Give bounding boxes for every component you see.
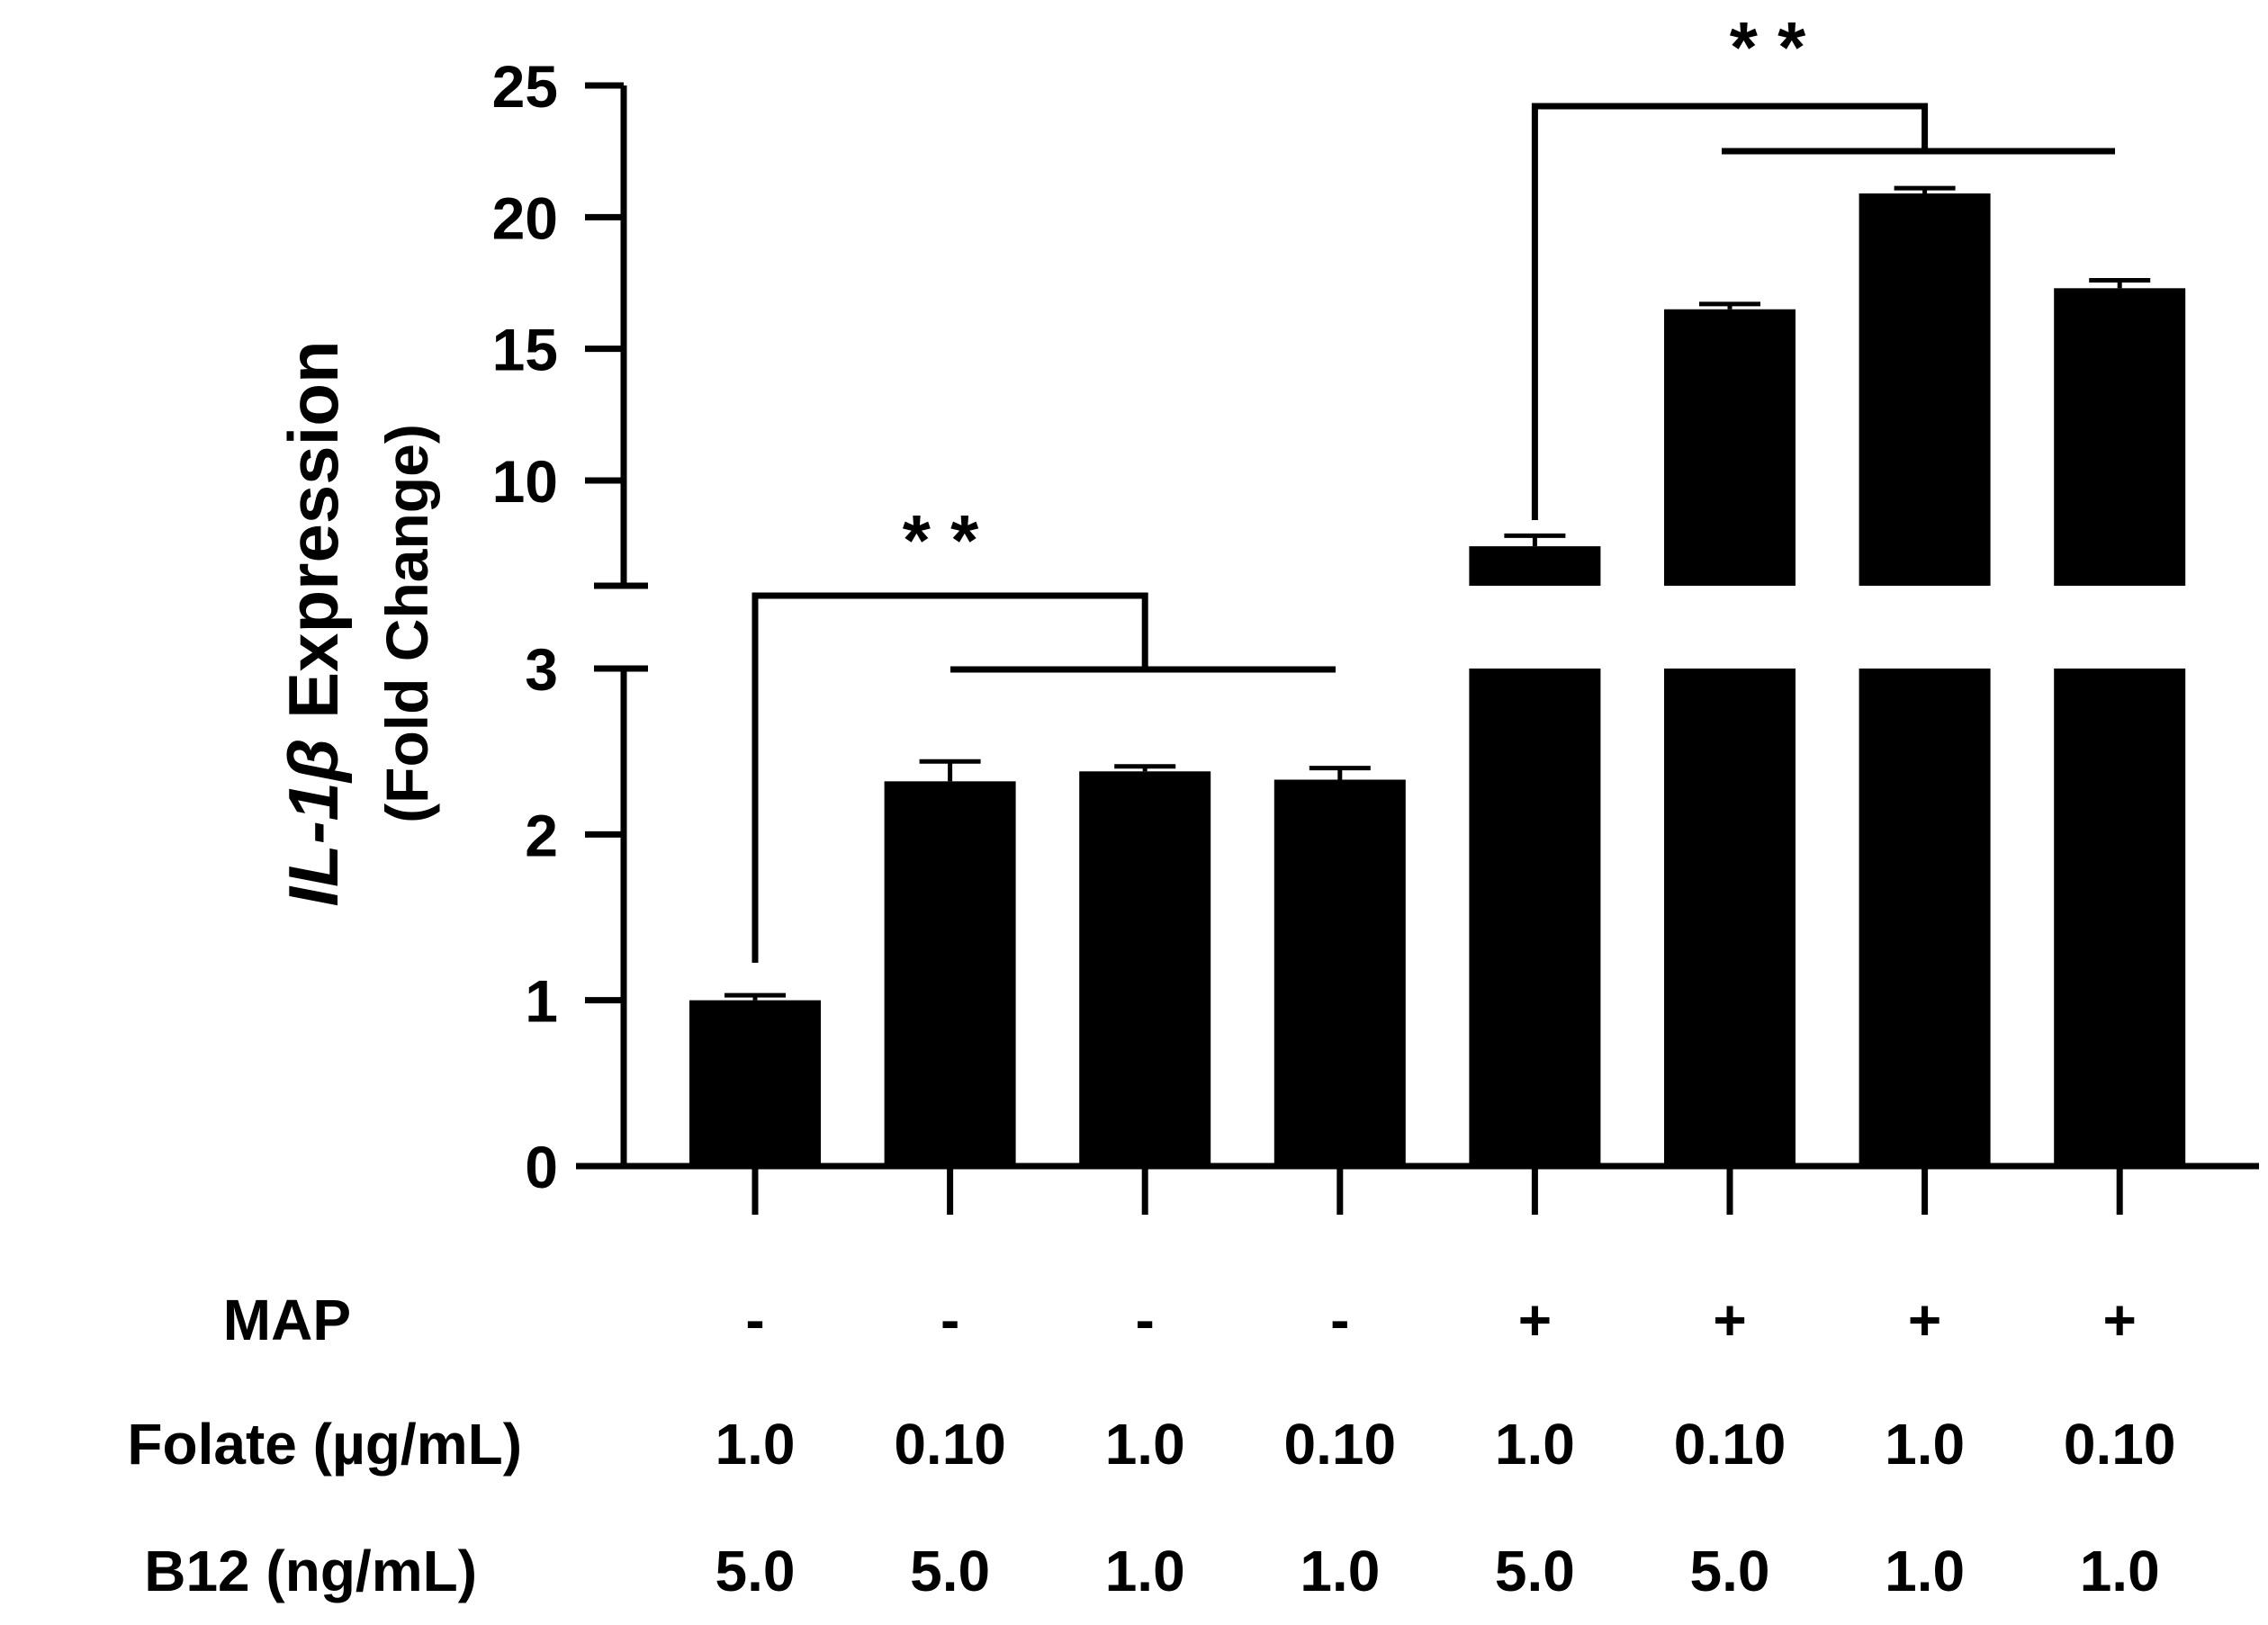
bar-lower-part [2054,669,2186,1166]
bar [1274,779,1406,1166]
bar-lower-part [1858,669,1991,1166]
axes: 0 1 2 3 10 15 20 25 [492,53,2259,1215]
y-tick-label: 2 [525,802,558,868]
row-value: 0.10 [894,1412,1006,1477]
significance-bracket [752,592,1148,963]
row-value: 1.0 [1495,1412,1575,1477]
bar [2054,288,2186,586]
y-tick-label: 3 [525,636,558,703]
row-value: + [2103,1288,2137,1352]
y-tick-label: 25 [492,53,558,120]
bar [689,1000,821,1166]
row-value: 1.0 [1105,1539,1185,1603]
bar-lower-part [1664,669,1796,1166]
condition-table: MAP - - - - + + + + Folate (µg/mL) 1.0 0.10 1.0 0.10 1… [127,1288,2175,1603]
significance-bracket [1531,103,1929,520]
y-tick-label: 20 [492,184,558,251]
row-value: + [1518,1288,1552,1352]
y-tick-label: 15 [492,317,558,383]
significance-brackets: * * * * [752,7,2115,963]
row-value: + [1713,1288,1746,1352]
y-tick-label: 10 [492,448,558,515]
row-value: 1.0 [716,1412,796,1477]
row-value: - [1136,1288,1155,1352]
bar [1079,771,1211,1166]
row-value: 0.10 [2064,1412,2176,1477]
row-value: 0.10 [1284,1412,1397,1477]
bar [1469,546,1601,586]
row-value: 1.0 [1885,1412,1965,1477]
row-value: - [940,1288,959,1352]
bar [1858,193,1991,586]
row-value: 1.0 [2080,1539,2160,1603]
bar-lower-part [1469,669,1601,1166]
row-label: B12 (ng/mL) [144,1539,477,1603]
row-value: 5.0 [716,1539,796,1603]
significance-label: * * [1730,7,1806,87]
y-tick-label: 1 [525,968,558,1035]
row-value: + [1908,1288,1941,1352]
row-value: 1.0 [1300,1539,1380,1603]
bar [884,781,1016,1166]
row-value: 5.0 [1690,1539,1770,1603]
row-value: 1.0 [1105,1412,1185,1477]
row-label: MAP [223,1288,351,1352]
bar [1664,309,1796,586]
row-value: 1.0 [1885,1539,1965,1603]
y-axis-sublabel: (Fold Change) [374,424,440,823]
row-value: - [1330,1288,1349,1352]
bars [689,185,2186,1166]
significance-label: * * [903,500,979,580]
row-value: 5.0 [910,1539,990,1603]
y-axis-label-rest: Expression [274,340,353,738]
row-label: Folate (µg/mL) [127,1412,522,1477]
row-value: 0.10 [1674,1412,1786,1477]
y-axis-label: IL-1β Expression [274,340,353,906]
y-tick-label: 0 [525,1134,558,1200]
row-value: - [745,1288,764,1352]
y-axis-label-gene: IL-1β [274,739,353,907]
row-value: 5.0 [1495,1539,1575,1603]
